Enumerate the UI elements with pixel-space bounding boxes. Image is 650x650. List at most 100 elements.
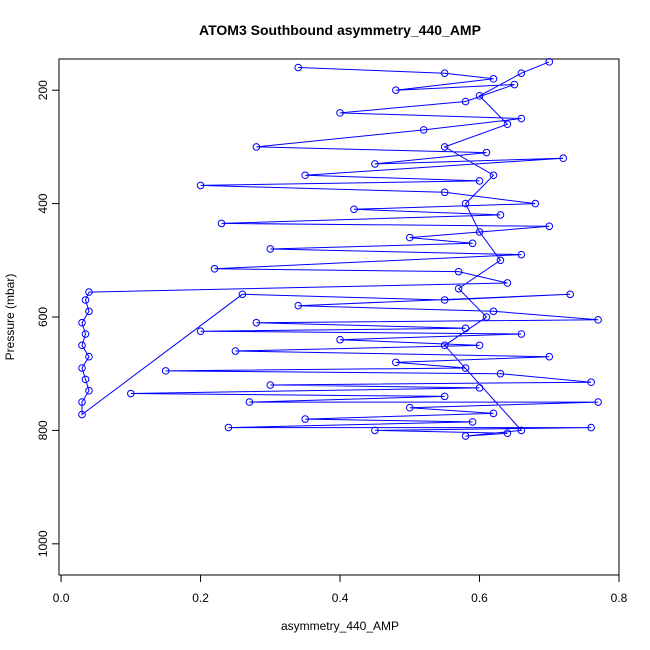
point — [336, 109, 344, 117]
point — [594, 398, 602, 406]
point — [531, 199, 540, 208]
point — [392, 86, 400, 94]
point — [294, 63, 303, 72]
point — [252, 143, 261, 151]
point — [78, 364, 86, 372]
point — [440, 296, 449, 304]
point — [245, 398, 254, 406]
y-axis-label: Pressure (mbar) — [3, 274, 17, 361]
point — [503, 429, 512, 438]
point — [78, 410, 86, 419]
point — [461, 324, 470, 333]
point — [224, 423, 233, 432]
point — [81, 330, 90, 338]
x-tick-label: 0.4 — [332, 591, 349, 605]
point — [461, 364, 470, 372]
point — [419, 126, 428, 134]
point — [545, 352, 554, 361]
point — [587, 423, 595, 432]
point — [238, 290, 247, 299]
point — [475, 177, 484, 185]
point — [210, 265, 219, 273]
point — [301, 171, 309, 180]
point — [78, 398, 86, 406]
point — [517, 426, 526, 435]
point — [461, 199, 470, 208]
point — [440, 188, 449, 197]
point — [566, 290, 574, 299]
point — [294, 301, 303, 310]
point — [545, 58, 554, 66]
point — [336, 335, 344, 344]
y-tick-label: 1000 — [36, 530, 50, 557]
point — [405, 403, 414, 412]
point — [475, 92, 484, 100]
point — [371, 426, 379, 435]
x-tick-label: 0.6 — [471, 591, 488, 605]
point — [587, 378, 595, 387]
point — [85, 352, 93, 361]
point — [489, 171, 498, 180]
point — [85, 386, 93, 395]
y-tick-label: 600 — [36, 307, 50, 327]
profile-line — [81, 61, 599, 437]
point — [461, 432, 470, 440]
x-tick-label: 0.2 — [192, 591, 209, 605]
point — [127, 389, 135, 398]
point — [517, 330, 526, 338]
x-tick-label: 0.0 — [53, 591, 70, 605]
y-tick-label: 400 — [36, 193, 50, 213]
chart-title: ATOM3 Southbound asymmetry_440_AMP — [199, 22, 481, 38]
point — [468, 239, 477, 248]
point — [454, 267, 463, 276]
point — [85, 288, 93, 296]
point — [161, 367, 170, 375]
point — [545, 222, 554, 231]
point — [475, 341, 484, 350]
point — [196, 327, 205, 335]
point — [405, 233, 414, 242]
point — [266, 381, 275, 389]
point — [496, 256, 505, 265]
point — [517, 114, 526, 123]
point — [510, 80, 519, 89]
point — [440, 69, 449, 77]
point — [517, 250, 526, 259]
point — [496, 369, 505, 378]
point — [81, 296, 90, 304]
point — [266, 245, 275, 253]
y-tick-label: 800 — [36, 420, 50, 440]
point — [85, 307, 93, 316]
point — [503, 120, 512, 129]
point — [78, 318, 86, 327]
point — [196, 181, 205, 190]
point — [489, 75, 498, 83]
point — [475, 228, 484, 236]
point — [440, 143, 449, 151]
x-tick-label: 0.8 — [611, 591, 628, 605]
point — [231, 347, 240, 355]
point — [81, 375, 90, 384]
point — [440, 341, 449, 350]
point — [594, 316, 602, 324]
point — [489, 409, 498, 418]
point — [350, 205, 358, 214]
point — [482, 148, 491, 157]
point — [503, 279, 512, 287]
x-axis-label: asymmetry_440_AMP — [281, 619, 399, 633]
point — [252, 318, 261, 327]
point — [392, 358, 400, 367]
point — [371, 160, 379, 168]
point — [475, 384, 484, 392]
point — [301, 415, 309, 423]
point — [517, 69, 526, 77]
point — [482, 313, 491, 321]
point — [78, 341, 86, 350]
point — [440, 392, 449, 401]
point — [217, 219, 226, 228]
point — [489, 307, 498, 316]
point — [461, 97, 470, 106]
point — [454, 284, 463, 293]
y-tick-label: 200 — [36, 80, 50, 100]
point — [468, 418, 477, 426]
